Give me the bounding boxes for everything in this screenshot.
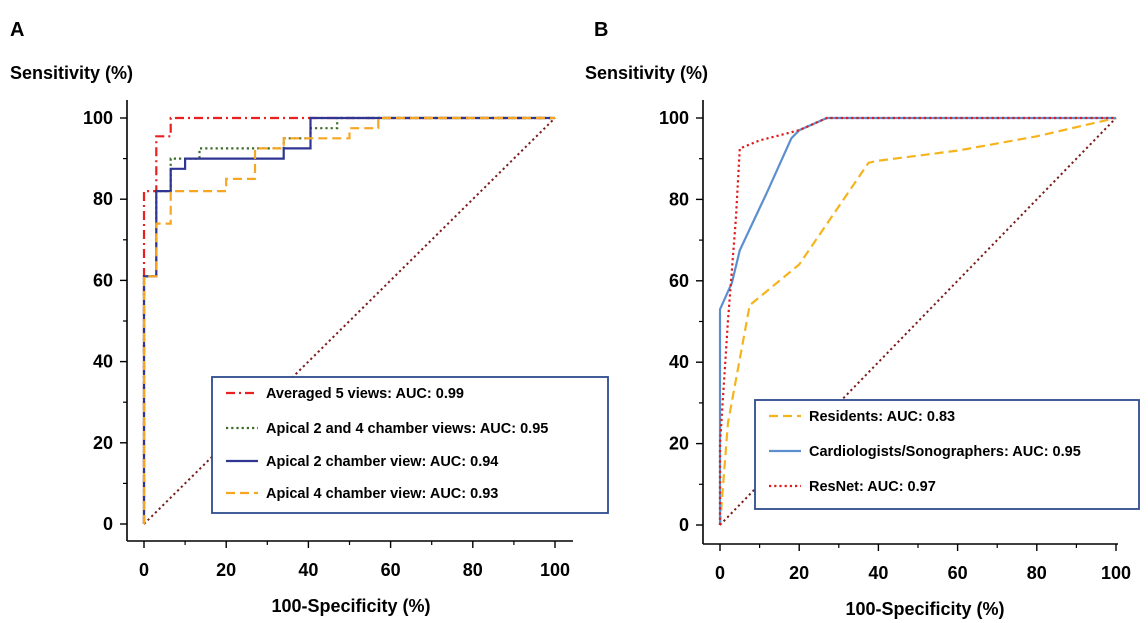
x-tick-label: 80: [1027, 563, 1047, 583]
panel-b-label: B: [594, 19, 608, 41]
panel-b-tick-labels: 0 20 40 60 80 100 0 20 40 60 80 100: [659, 108, 1131, 583]
panel-a-legend: Averaged 5 views: AUC: 0.99 Apical 2 and …: [211, 376, 609, 514]
panel-a-series: [142, 116, 556, 525]
y-tick-label: 60: [93, 270, 113, 290]
legend-label: ResNet: AUC: 0.97: [809, 479, 936, 495]
y-tick-label: 20: [93, 433, 113, 453]
legend-box: [754, 399, 1140, 510]
panel-b: B Sensitivity (%) 100-Specificity (%) 0 2…: [585, 19, 1140, 619]
x-tick-label: 100: [1101, 563, 1131, 583]
legend-label: Residents: AUC: 0.83: [809, 409, 955, 425]
roc-curve-1: [142, 116, 555, 524]
x-tick-label: 0: [715, 563, 725, 583]
roc-curve-4: [142, 116, 555, 524]
panel-a-x-axis-title: 100-Specificity (%): [271, 596, 430, 616]
legend-box: [211, 376, 609, 514]
x-tick-label: 60: [948, 563, 968, 583]
panel-a-label: A: [10, 19, 24, 41]
x-tick-label: 20: [789, 563, 809, 583]
panel-a-y-axis-title: Sensitivity (%): [10, 63, 133, 83]
y-tick-label: 100: [659, 108, 689, 128]
panel-a-tick-labels: 0 20 40 60 80 100 0 20 40 60 80 100: [83, 108, 570, 580]
legend-label: Apical 2 and 4 chamber views: AUC: 0.95: [266, 421, 548, 437]
y-tick-label: 40: [669, 352, 689, 372]
panel-b-y-axis-title: Sensitivity (%): [585, 63, 708, 83]
roc-curve-3: [718, 116, 1116, 525]
legend-label: Apical 2 chamber view: AUC: 0.94: [266, 454, 498, 470]
panel-b-x-axis-title: 100-Specificity (%): [845, 599, 1004, 619]
y-tick-label: 0: [679, 515, 689, 535]
x-tick-label: 40: [298, 560, 318, 580]
x-tick-label: 100: [540, 560, 570, 580]
y-tick-label: 40: [93, 352, 113, 372]
y-tick-label: 60: [669, 271, 689, 291]
x-tick-label: 80: [463, 560, 483, 580]
legend-label: Averaged 5 views: AUC: 0.99: [266, 386, 464, 402]
x-tick-label: 20: [216, 560, 236, 580]
y-tick-label: 80: [669, 189, 689, 209]
y-tick-label: 20: [669, 434, 689, 454]
x-tick-label: 0: [139, 560, 149, 580]
panel-b-axes: [696, 100, 1118, 551]
y-tick-label: 100: [83, 108, 113, 128]
panel-a: A Sensitivity (%) 100-Specificity (%) 0 2…: [10, 19, 609, 616]
x-tick-label: 60: [381, 560, 401, 580]
panel-b-legend: Residents: AUC: 0.83 Cardiologists/Sonogr…: [754, 399, 1140, 510]
legend-label: Apical 4 chamber view: AUC: 0.93: [266, 486, 498, 502]
y-tick-label: 80: [93, 189, 113, 209]
legend-label: Cardiologists/Sonographers: AUC: 0.95: [809, 444, 1081, 460]
panel-a-axes: [120, 100, 573, 548]
x-tick-label: 40: [868, 563, 888, 583]
y-tick-label: 0: [103, 514, 113, 534]
roc-curve-1: [718, 116, 1117, 526]
